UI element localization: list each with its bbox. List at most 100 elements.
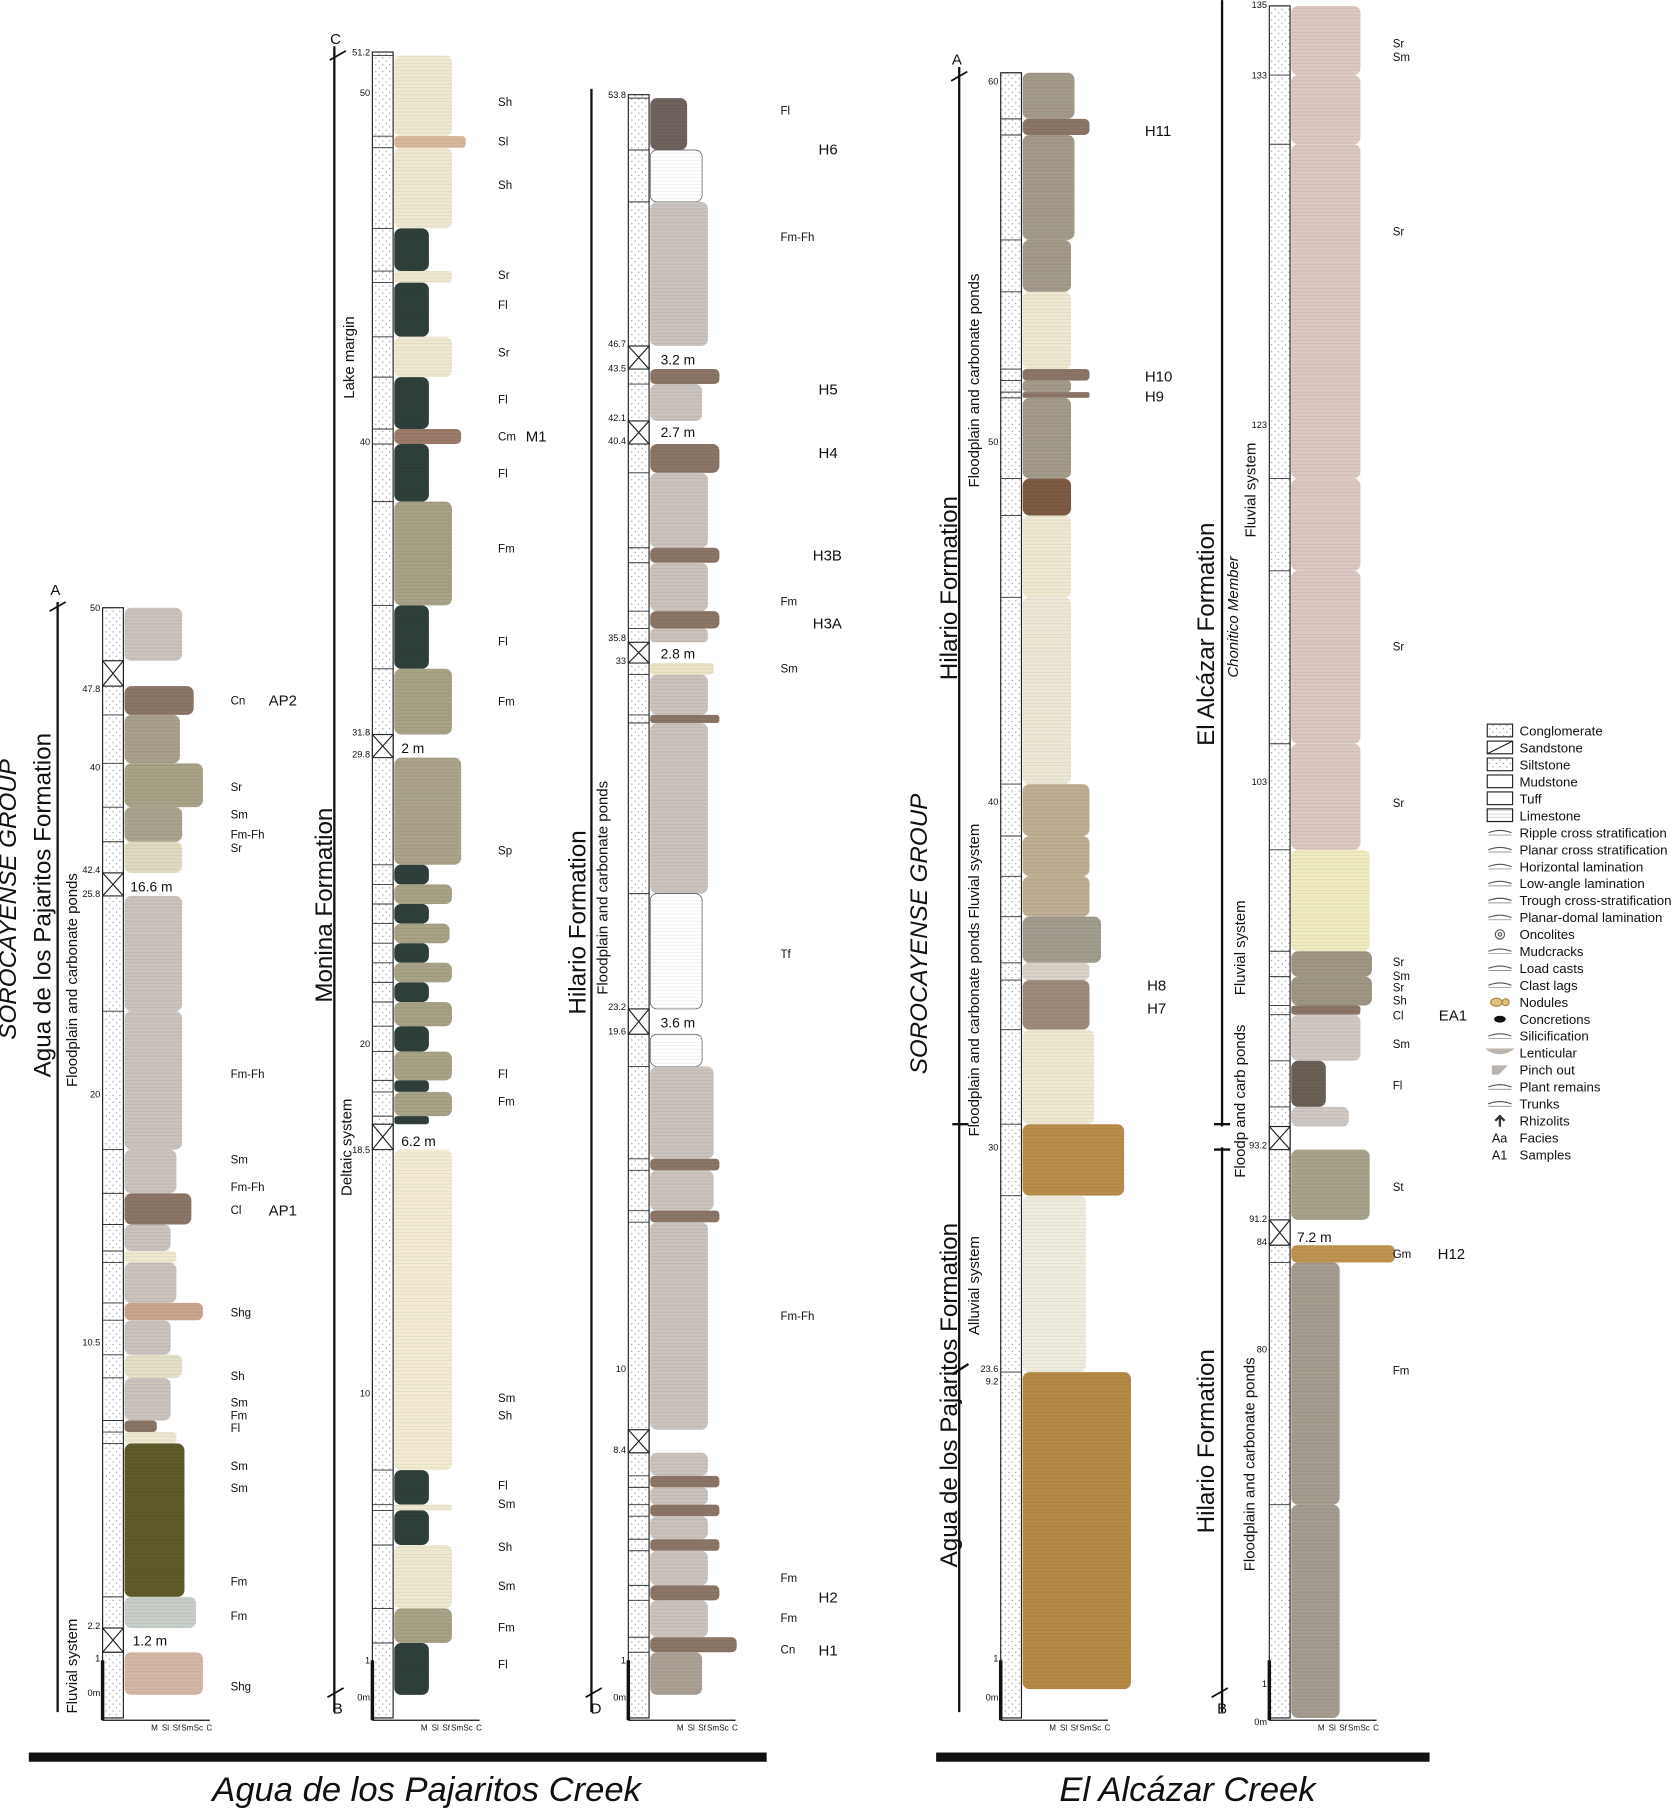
facies-label: Cl [1393, 1010, 1404, 1022]
load-cast-icon [1488, 965, 1512, 971]
concretion-icon [1494, 1015, 1506, 1023]
unit-label: El Alcázar Formation [1193, 523, 1220, 746]
legend-label: Horizontal lamination [1520, 859, 1644, 874]
facies-label: Fl [498, 395, 508, 407]
legend-label: Limestone [1520, 808, 1581, 823]
covered-cross [627, 1008, 650, 1035]
facies-label: Fm [498, 1622, 515, 1634]
creek-title: Agua de los Pajaritos Creek [210, 1771, 642, 1808]
sample-label: H8 [1147, 977, 1166, 994]
covered-cross [102, 872, 124, 897]
creek-title: El Alcázar Creek [1059, 1771, 1317, 1808]
sample-label: H3A [813, 615, 842, 632]
grain-size-label: Sm [1348, 1724, 1360, 1733]
facies-label: Cm [498, 432, 516, 444]
facies-label: Fl [498, 300, 508, 312]
depth-tick-label: 84 [1257, 1237, 1267, 1247]
depth-tick-label: 0m [986, 1693, 999, 1703]
section-column-1 [49, 601, 210, 1721]
legend-label: Oncolites [1520, 927, 1576, 942]
facies-label: Sr [1393, 798, 1405, 810]
facies-label: Sm [1393, 971, 1410, 983]
covered-cross [102, 1627, 124, 1653]
grain-size-label: Sf [1071, 1724, 1079, 1733]
depth-tick-label: 23.6 [980, 1364, 998, 1374]
facies-label: Fm [498, 1097, 515, 1109]
facies-label: Sl [498, 136, 508, 148]
depth-tick-label: 53.8 [608, 90, 626, 100]
unit-label: Hilario Formation [936, 496, 963, 680]
unit-label: Agua de los Pajaritos Formation [30, 733, 57, 1077]
gap-thickness-label: 7.2 m [1297, 1229, 1332, 1245]
facies-label: Fm-Fh [231, 1069, 265, 1081]
depth-tick-label: 91.2 [1249, 1214, 1267, 1224]
depth-tick-label: 43.5 [608, 363, 626, 373]
depth-tick-label: 33 [616, 656, 626, 666]
legend-label: Samples [1520, 1147, 1572, 1162]
gap-thickness-label: 2 m [401, 740, 424, 756]
creek-bar [28, 1752, 767, 1762]
limestone-icon [1486, 808, 1514, 823]
unit-label: Hilario Formation [1193, 1349, 1220, 1533]
depth-tick-label: 123 [1252, 420, 1267, 430]
grain-size-label: Sc [1360, 1724, 1369, 1733]
depth-tick-label: 29.8 [352, 750, 370, 760]
depth-tick-label: 46.7 [608, 339, 626, 349]
siltstone-icon [1486, 757, 1514, 772]
oncolite-icon [1494, 929, 1506, 940]
depth-tick-label: 10 [616, 1364, 626, 1374]
depth-tick-label: 35.8 [608, 633, 626, 643]
facies-label: Fm [231, 1410, 248, 1422]
legend-label: Pinch out [1520, 1063, 1576, 1078]
nodule-icon [1490, 997, 1510, 1007]
facies-label: Fm [231, 1576, 248, 1588]
unit-label: Floodplain and carbonate ponds [595, 781, 612, 995]
grain-size-label: Sc [719, 1724, 728, 1733]
lithology-strip [1000, 72, 1023, 1719]
sample-label: H11 [1145, 123, 1171, 140]
grain-size-label: Sl [688, 1724, 695, 1733]
depth-tick-label: 40.4 [608, 436, 626, 446]
ripple-icon [1488, 829, 1512, 836]
grain-size-label: Sm [707, 1724, 719, 1733]
facies-label: Sm [1393, 1039, 1410, 1051]
sample-label: H7 [1147, 1001, 1166, 1018]
depth-tick-label: 0m [613, 1693, 626, 1703]
sample-label: H5 [819, 381, 838, 398]
depth-tick-label: 20 [90, 1090, 100, 1100]
grain-size-label: Sc [1092, 1724, 1101, 1733]
facies-label: Fm [498, 543, 515, 555]
grain-size-label: Sl [1329, 1724, 1336, 1733]
section-marker-top: C [330, 31, 341, 48]
grain-size-label: C [732, 1724, 738, 1733]
facies-label: Sh [498, 180, 512, 192]
unit-label: Floodp and carb ponds [1232, 1025, 1249, 1178]
facies-label: Fm [781, 596, 798, 608]
depth-tick-label: 23.2 [608, 1002, 626, 1012]
facies-label: Fl [781, 105, 791, 117]
facies-label: Sr [498, 347, 510, 359]
section-marker-bottom: D [591, 1700, 602, 1717]
facies-label: Sr [1393, 641, 1405, 653]
depth-tick-label: 80 [1257, 1344, 1267, 1354]
facies-label: Sh [1393, 995, 1407, 1007]
sample-label: H4 [819, 445, 838, 462]
depth-tick-label: 30 [988, 1143, 998, 1153]
grain-size-label: Sm [1079, 1724, 1091, 1733]
trunk-icon [1488, 1101, 1512, 1107]
depth-tick-label: 19.6 [608, 1026, 626, 1036]
covered-cross [627, 420, 650, 445]
gap-thickness-label: 6.2 m [401, 1133, 436, 1149]
unit-label: Monina Formation [311, 808, 338, 1003]
facies-label: Fl [498, 1069, 508, 1081]
sample-label: AP2 [269, 693, 297, 710]
lenticular-icon [1484, 1048, 1515, 1055]
depth-tick-label: 1 [95, 1653, 100, 1663]
legend-label: Silicification [1520, 1029, 1589, 1044]
legend-label: Tuff [1520, 791, 1542, 806]
unit-label: Lake margin [341, 316, 358, 398]
section-marker-top: A [952, 52, 962, 69]
pinch-out-icon [1491, 1065, 1508, 1075]
planar-cross-icon [1488, 846, 1512, 853]
unit-label: SOROCAYENSE GROUP [0, 759, 22, 1040]
